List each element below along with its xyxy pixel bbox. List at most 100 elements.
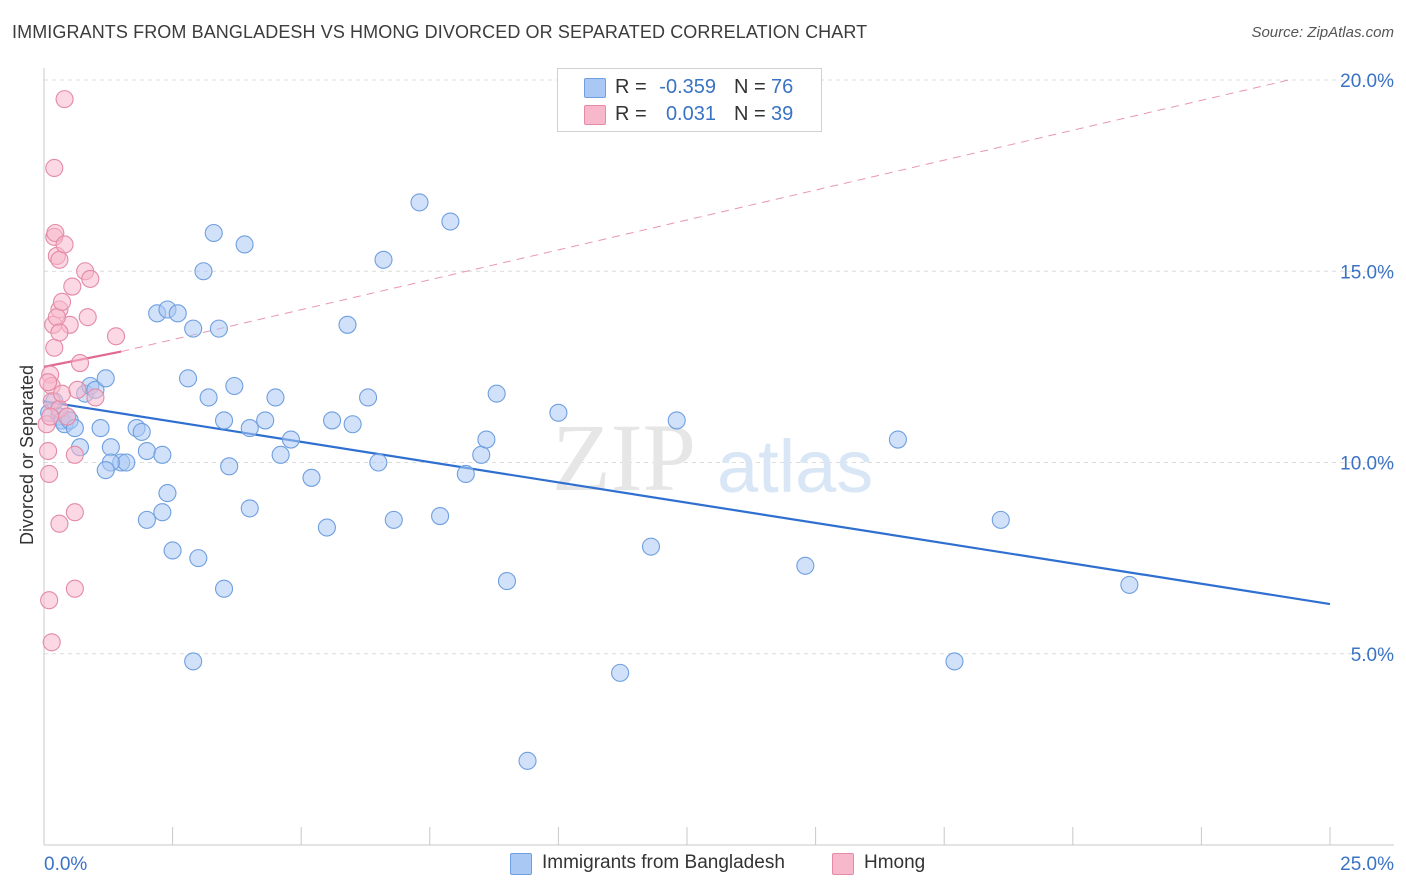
bangladesh-point bbox=[472, 445, 491, 464]
bangladesh-point bbox=[240, 499, 259, 518]
x-tick-label: 25.0% bbox=[1340, 854, 1394, 875]
trend-line-bangladesh bbox=[43, 400, 1331, 606]
bangladesh-point bbox=[266, 388, 285, 407]
bangladesh-point bbox=[641, 537, 661, 556]
bottom-legend-swatch-hmong bbox=[832, 853, 854, 875]
n-value: 39 bbox=[771, 103, 794, 125]
y-axis-label: Divorced or Separated bbox=[17, 365, 37, 545]
bangladesh-point bbox=[410, 193, 429, 212]
bangladesh-point bbox=[153, 503, 172, 522]
hmong-point bbox=[40, 591, 59, 610]
bangladesh-point bbox=[456, 464, 475, 484]
bangladesh-point bbox=[137, 510, 156, 529]
hmong-point bbox=[45, 338, 64, 357]
correlation-legend: R = -0.359 N = 76 R = 0.031 N = 39 bbox=[557, 68, 822, 132]
bangladesh-point bbox=[132, 422, 151, 441]
hmong-point bbox=[68, 380, 87, 399]
hmong-point bbox=[52, 292, 72, 311]
bangladesh-point bbox=[374, 250, 393, 269]
hmong-point bbox=[50, 323, 69, 342]
watermark: ZIP atlas bbox=[552, 404, 873, 511]
hmong-point bbox=[65, 445, 84, 464]
n-label: N = bbox=[734, 76, 766, 98]
bangladesh-point bbox=[281, 430, 300, 449]
bangladesh-point bbox=[431, 506, 450, 526]
bangladesh-point bbox=[220, 457, 239, 476]
bangladesh-point bbox=[137, 441, 156, 461]
bangladesh-point bbox=[178, 369, 198, 388]
bottom-legend-label: Hmong bbox=[864, 852, 926, 873]
bangladesh-point bbox=[96, 461, 115, 480]
y-tick-label: 20.0% bbox=[1340, 71, 1394, 92]
y-tick-label: 15.0% bbox=[1340, 262, 1394, 283]
hmong-point bbox=[50, 514, 69, 533]
r-value: -0.359 bbox=[659, 76, 716, 98]
x-tick-label: 0.0% bbox=[44, 854, 87, 875]
bangladesh-point bbox=[487, 384, 506, 403]
hmong-point bbox=[65, 503, 84, 522]
bangladesh-point bbox=[1120, 575, 1139, 594]
source-label: Source: ZipAtlas.com bbox=[1251, 24, 1394, 41]
bottom-legend-swatch-bangladesh bbox=[510, 853, 532, 875]
data-points bbox=[37, 90, 1139, 770]
bangladesh-point bbox=[168, 304, 187, 323]
hmong-point bbox=[58, 407, 77, 426]
bangladesh-point bbox=[184, 652, 203, 671]
bangladesh-point bbox=[796, 556, 815, 575]
bangladesh-point bbox=[302, 468, 321, 487]
bangladesh-point bbox=[343, 415, 362, 434]
bangladesh-point bbox=[338, 315, 357, 334]
legend-row-bangladesh: R = -0.359 N = 76 bbox=[558, 75, 821, 101]
hmong-point bbox=[55, 90, 74, 109]
y-tick-label: 10.0% bbox=[1340, 454, 1394, 475]
y-tick-label: 5.0% bbox=[1351, 645, 1394, 666]
bangladesh-point bbox=[199, 388, 218, 407]
bangladesh-point bbox=[240, 419, 259, 438]
bangladesh-point bbox=[477, 430, 496, 449]
r-value: 0.031 bbox=[665, 103, 716, 125]
hmong-point bbox=[39, 373, 58, 392]
bangladesh-point bbox=[497, 572, 517, 591]
bangladesh-point bbox=[317, 518, 336, 537]
hmong-point bbox=[39, 441, 58, 461]
bangladesh-point bbox=[158, 484, 177, 503]
bangladesh-point bbox=[153, 445, 172, 464]
bangladesh-point bbox=[888, 430, 907, 449]
bangladesh-point bbox=[256, 411, 275, 430]
bangladesh-point bbox=[323, 411, 342, 430]
n-value: 76 bbox=[771, 76, 794, 98]
bangladesh-point bbox=[117, 453, 136, 472]
hmong-point bbox=[50, 250, 69, 269]
bangladesh-point bbox=[225, 376, 244, 396]
bangladesh-point bbox=[549, 403, 568, 422]
bangladesh-point bbox=[214, 579, 234, 598]
hmong-point bbox=[45, 158, 64, 178]
hmong-point bbox=[86, 388, 105, 407]
hmong-point bbox=[65, 579, 84, 598]
tick-labels: 5.0% 10.0% 15.0% 20.0% 0.0% 25.0% bbox=[44, 71, 1394, 875]
hmong-point bbox=[40, 464, 59, 484]
bangladesh-point bbox=[518, 751, 537, 770]
trend-line-hmong-extension bbox=[121, 79, 1289, 353]
hmong-point bbox=[81, 269, 100, 288]
legend-row-hmong: R = 0.031 N = 39 bbox=[558, 102, 821, 128]
bangladesh-point bbox=[163, 541, 182, 560]
n-label: N = bbox=[734, 103, 766, 125]
r-label: R = bbox=[615, 103, 647, 125]
bangladesh-point bbox=[991, 510, 1010, 529]
bangladesh-point bbox=[214, 411, 234, 430]
hmong-point bbox=[52, 384, 72, 403]
bangladesh-point bbox=[384, 510, 403, 529]
hmong-point bbox=[41, 407, 60, 426]
bangladesh-point bbox=[91, 419, 110, 438]
bangladesh-point bbox=[359, 388, 378, 407]
bangladesh-point bbox=[204, 223, 223, 243]
bangladesh-point bbox=[184, 319, 203, 338]
bangladesh-point bbox=[101, 438, 120, 457]
hmong-point bbox=[42, 633, 61, 652]
bangladesh-point bbox=[209, 319, 228, 338]
bangladesh-point bbox=[271, 445, 290, 464]
bottom-legend-label: Immigrants from Bangladesh bbox=[542, 852, 785, 873]
hmong-point bbox=[70, 353, 90, 373]
